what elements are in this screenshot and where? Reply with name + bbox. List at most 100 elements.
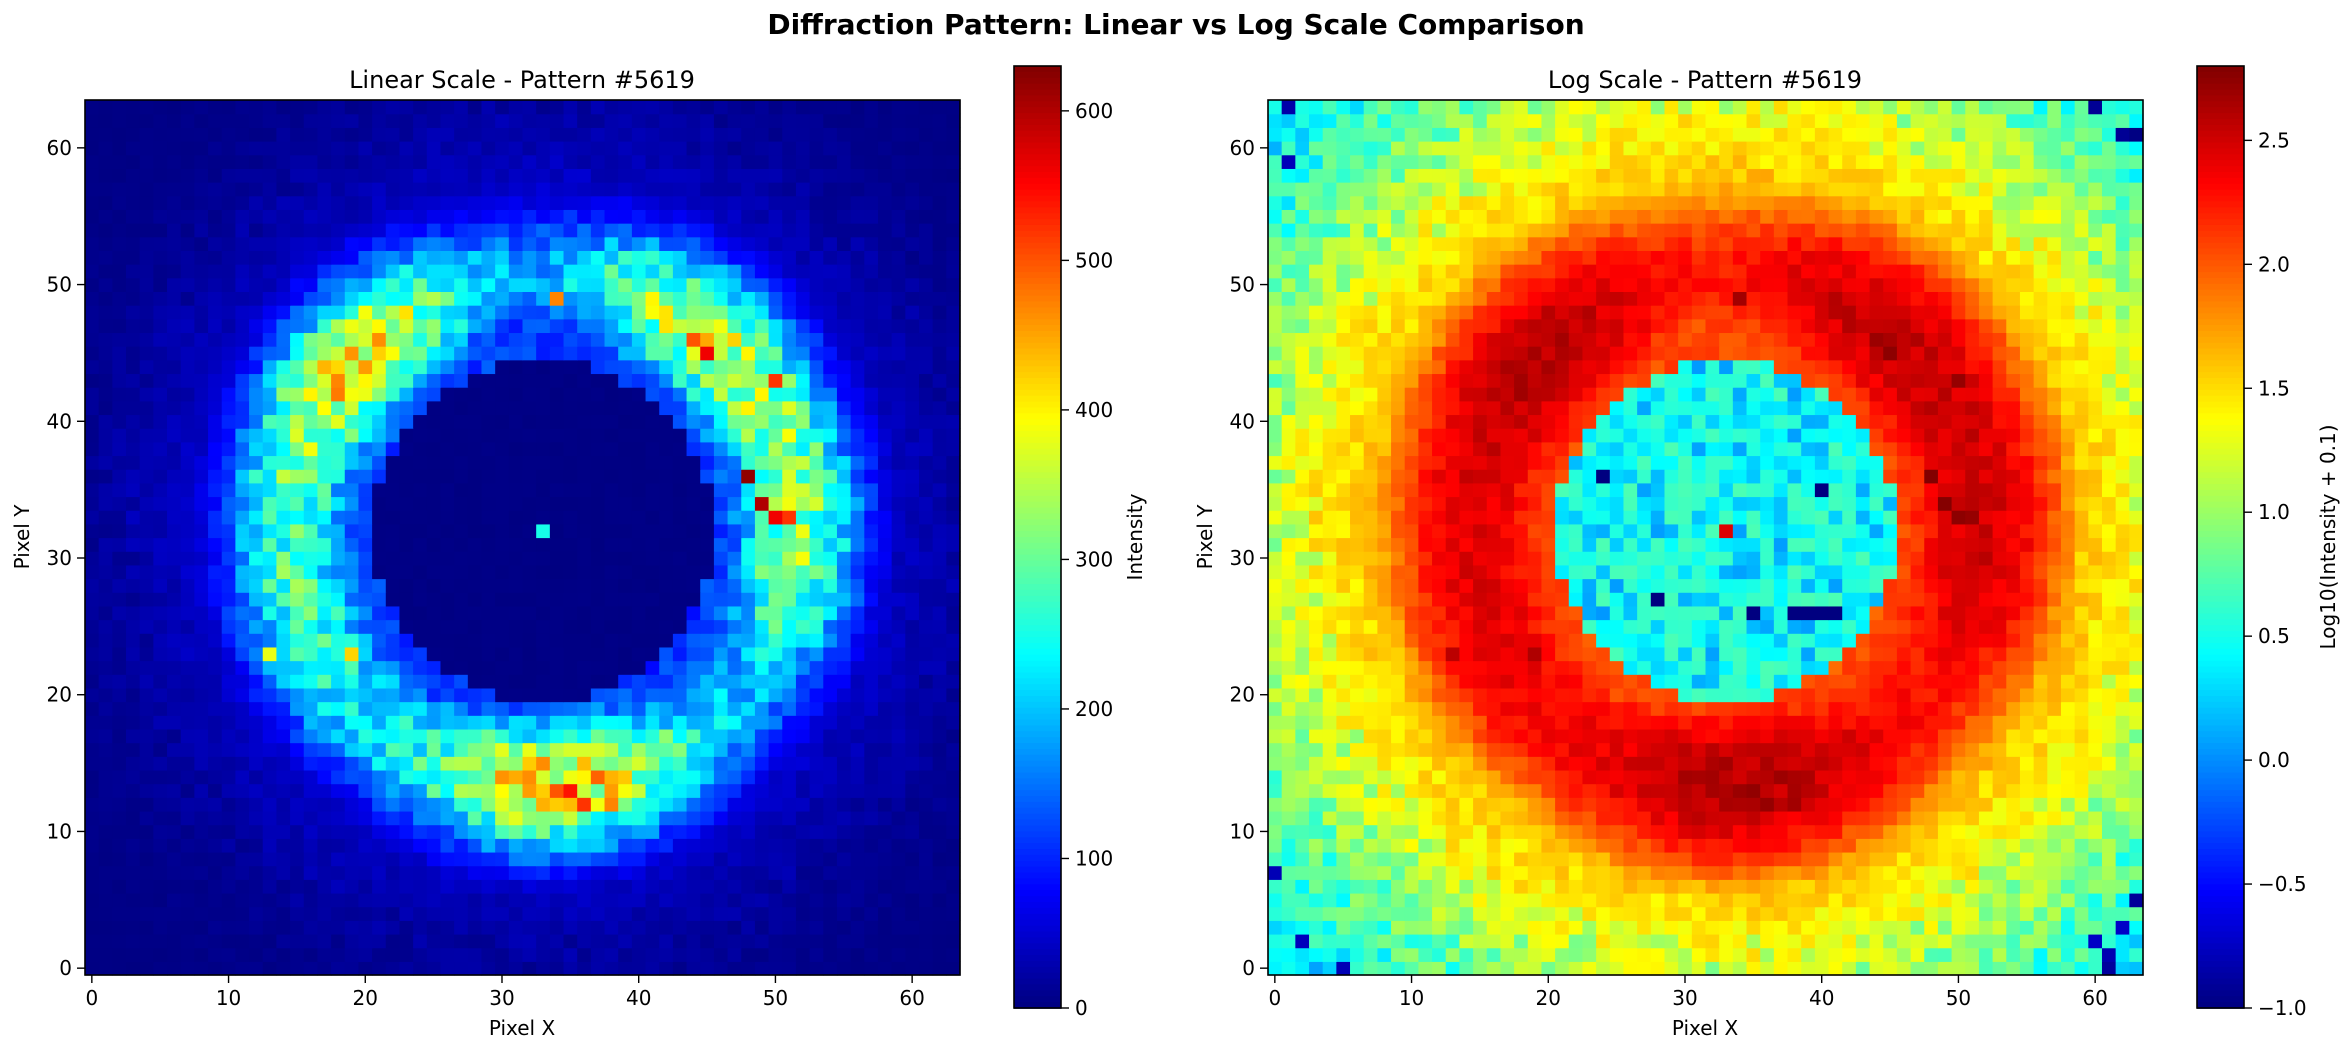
heatmap-cell <box>495 428 510 443</box>
heatmap-cell <box>850 742 865 757</box>
heatmap-cell <box>823 892 838 908</box>
heatmap-cell <box>194 920 209 935</box>
heatmap-cell <box>700 387 715 402</box>
heatmap-cell <box>645 701 660 716</box>
heatmap-cell <box>659 414 674 429</box>
heatmap-cell <box>221 660 236 675</box>
heatmap-cell <box>2047 961 2062 976</box>
heatmap-cell <box>741 660 756 675</box>
heatmap-cell <box>344 742 360 757</box>
heatmap-cell <box>1951 879 1966 894</box>
heatmap-cell <box>399 633 414 648</box>
heatmap-cell <box>180 482 195 498</box>
heatmap-cell <box>823 810 838 826</box>
heatmap-cell <box>399 510 414 525</box>
heatmap-cell <box>1514 933 1529 949</box>
heatmap-cell <box>481 551 496 566</box>
heatmap-cell <box>713 537 729 552</box>
heatmap-cell <box>1992 947 2007 962</box>
heatmap-cell <box>467 523 483 539</box>
heatmap-cell <box>604 264 619 279</box>
heatmap-cell <box>153 660 168 675</box>
heatmap-cell <box>782 633 797 648</box>
heatmap-cell <box>2033 865 2048 880</box>
heatmap-cell <box>180 537 195 552</box>
heatmap-cell <box>604 851 619 867</box>
heatmap-cell <box>1268 906 1283 921</box>
heatmap-cell <box>344 346 360 361</box>
heatmap-cell <box>549 797 565 812</box>
heatmap-cell <box>536 906 551 921</box>
heatmap-cell <box>618 100 633 115</box>
heatmap-cell <box>590 906 606 921</box>
heatmap-cell <box>713 182 729 197</box>
heatmap-cell <box>782 578 797 593</box>
heatmap-cell <box>508 920 524 935</box>
heatmap-cell <box>891 318 906 334</box>
heatmap-cell <box>98 195 113 210</box>
heatmap-cell <box>590 797 606 812</box>
heatmap-cell <box>577 947 592 962</box>
heatmap-cell <box>563 892 578 908</box>
heatmap-cell <box>221 687 236 703</box>
heatmap-cell <box>563 209 578 224</box>
heatmap-cell <box>809 373 824 388</box>
heatmap-cell <box>317 920 332 935</box>
heatmap-cell <box>112 551 127 566</box>
heatmap-cell <box>508 373 524 388</box>
heatmap-cell <box>946 141 961 156</box>
heatmap-cell <box>836 551 852 566</box>
heatmap-cell <box>262 578 277 593</box>
heatmap-cell <box>686 687 701 703</box>
heatmap-cell <box>1568 906 1584 921</box>
heatmap-cell <box>508 728 524 744</box>
heatmap-cell <box>700 592 715 607</box>
heatmap-cell <box>891 482 906 498</box>
heatmap-cell <box>891 920 906 935</box>
heatmap-cell <box>741 701 756 716</box>
heatmap-cell <box>331 605 346 621</box>
heatmap-cell <box>836 947 852 962</box>
heatmap-cell <box>946 100 961 115</box>
heatmap-cell <box>262 182 277 197</box>
heatmap-cell <box>727 605 742 621</box>
heatmap-cell <box>905 223 920 238</box>
heatmap-cell <box>2060 947 2076 962</box>
heatmap-cell <box>877 250 893 265</box>
heatmap-cell <box>249 865 264 880</box>
heatmap-cell <box>864 838 879 853</box>
heatmap-cell <box>358 660 373 675</box>
heatmap-cell <box>126 797 141 812</box>
heatmap-cell <box>1596 851 1611 867</box>
heatmap-cell <box>754 906 770 921</box>
heatmap-cell <box>372 277 387 292</box>
heatmap-cell <box>208 373 223 388</box>
heatmap-cell <box>850 113 865 128</box>
colorbar-segment <box>1014 448 1061 456</box>
heatmap-cell <box>577 305 592 320</box>
heatmap-cell <box>440 318 455 334</box>
heatmap-cell <box>262 291 277 306</box>
heatmap-cell <box>672 318 688 334</box>
heatmap-cell <box>290 127 305 142</box>
heatmap-cell <box>126 687 141 703</box>
heatmap-cell <box>1322 838 1337 853</box>
heatmap-cell <box>508 346 524 361</box>
heatmap-cell <box>850 783 865 798</box>
heatmap-cell <box>126 892 141 908</box>
heatmap-cell <box>139 100 154 115</box>
heatmap-cell <box>795 318 811 334</box>
heatmap-cell <box>918 838 934 853</box>
heatmap-cell <box>1609 824 1625 839</box>
heatmap-cell <box>577 510 592 525</box>
heatmap-cell <box>467 892 483 908</box>
heatmap-cell <box>344 195 360 210</box>
heatmap-cell <box>891 578 906 593</box>
heatmap-cell <box>426 209 442 224</box>
heatmap-cell <box>126 810 141 826</box>
heatmap-cell <box>809 728 824 744</box>
heatmap-cell <box>303 797 319 812</box>
heatmap-cell <box>1801 920 1816 935</box>
heatmap-cell <box>754 660 770 675</box>
heatmap-cell <box>768 715 783 730</box>
